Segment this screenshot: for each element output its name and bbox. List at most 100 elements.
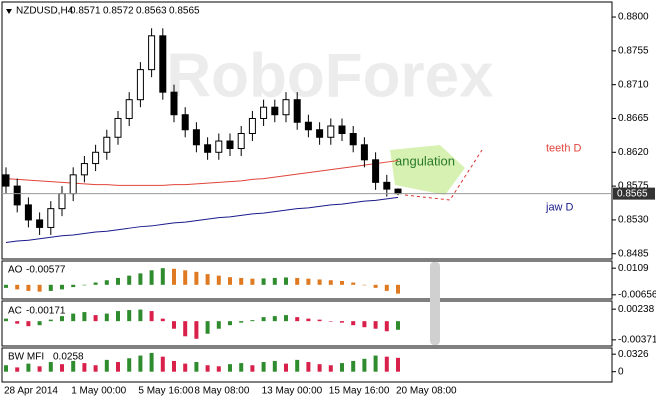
mfi-last: 0.0258 (53, 352, 84, 363)
x-tick-label: 13 May 00:00 (262, 386, 323, 397)
candle-body (349, 133, 357, 146)
candle-body (24, 204, 32, 221)
bar (71, 360, 76, 372)
candle-body (58, 193, 66, 210)
bar (362, 321, 367, 328)
bar (396, 321, 400, 330)
candle-body (215, 140, 223, 153)
bar (261, 278, 266, 285)
bar (250, 278, 255, 285)
menu-arrow (6, 9, 12, 14)
bar (396, 357, 400, 372)
bar (239, 277, 244, 285)
bar (71, 313, 76, 322)
bar (317, 279, 322, 285)
candle-body (170, 91, 178, 116)
bar (373, 284, 378, 288)
y-tick-label: -0.00656 (618, 289, 656, 300)
bar (26, 321, 31, 327)
bar (104, 313, 109, 322)
ac-last: -0.00171 (26, 306, 66, 317)
bar (306, 362, 311, 372)
bar (194, 321, 199, 339)
bar (4, 318, 8, 322)
bar (317, 364, 322, 372)
bar (306, 278, 311, 285)
bar (373, 321, 378, 329)
bar (138, 309, 143, 322)
y-tick-label: 0 (618, 366, 624, 377)
bar (15, 367, 20, 372)
y-tick-label: 0.8620 (618, 147, 649, 158)
bar (172, 268, 176, 285)
bar (93, 365, 98, 372)
candle-body (383, 181, 391, 190)
bar (116, 277, 120, 285)
x-tick-label: 1 May 00:00 (71, 386, 126, 397)
bar (317, 319, 322, 322)
annotation: angulation (395, 153, 455, 168)
bar (239, 321, 244, 323)
bar (340, 280, 344, 285)
y-tick-label: 0.8530 (618, 215, 649, 226)
ao-title: AO (8, 265, 23, 276)
candle-body (114, 117, 122, 138)
y-tick-label: 0.8485 (618, 248, 649, 259)
bar (104, 359, 109, 372)
bar (37, 321, 42, 326)
bar (60, 284, 64, 290)
bar (250, 365, 255, 372)
bar (205, 274, 210, 285)
bar (250, 320, 255, 322)
bar (149, 352, 154, 372)
bar (160, 318, 165, 322)
bar (183, 321, 188, 337)
bar (284, 277, 288, 285)
bar (60, 316, 64, 322)
bar (116, 362, 120, 372)
symbol-title: NZDUSD,H4 (16, 6, 74, 17)
bar (4, 284, 8, 288)
bar (384, 356, 389, 372)
x-tick-label: 5 May 16:00 (138, 386, 193, 397)
candle-body (338, 125, 346, 135)
bar (328, 280, 333, 285)
bar (15, 321, 20, 324)
bar (104, 280, 109, 285)
bar (306, 318, 311, 322)
bar (216, 321, 221, 329)
bar (60, 364, 64, 372)
y-tick-label: 0.8665 (618, 113, 649, 124)
candle-body (372, 159, 380, 183)
candle-body (92, 151, 100, 165)
bar (71, 284, 76, 288)
candle-body (260, 106, 268, 119)
mfi-title: BW MFI (8, 352, 44, 363)
bar (284, 315, 288, 322)
angulation-area (390, 145, 465, 195)
ac-panel (1, 300, 613, 347)
bar (160, 356, 165, 372)
ohlc-close: 0.8565 (169, 6, 200, 17)
main-panel (1, 1, 613, 260)
candle-body (304, 121, 312, 131)
candle-body (360, 144, 368, 161)
ao-last: -0.00577 (26, 265, 66, 276)
bar (194, 271, 199, 285)
bar (48, 284, 53, 291)
y-tick-label: 0.00238 (618, 304, 655, 315)
y-tick-label: 0.8575 (618, 181, 649, 192)
bar (216, 366, 221, 372)
bar (340, 363, 344, 372)
bar (116, 311, 120, 322)
bar (82, 284, 87, 286)
bar (48, 362, 53, 372)
bar (172, 360, 176, 372)
bar (93, 315, 98, 322)
candle-body (136, 69, 144, 101)
candle-body (293, 99, 301, 123)
candle-body (271, 106, 279, 116)
bar (194, 362, 199, 372)
bar (216, 275, 221, 285)
candle-body (237, 133, 245, 150)
